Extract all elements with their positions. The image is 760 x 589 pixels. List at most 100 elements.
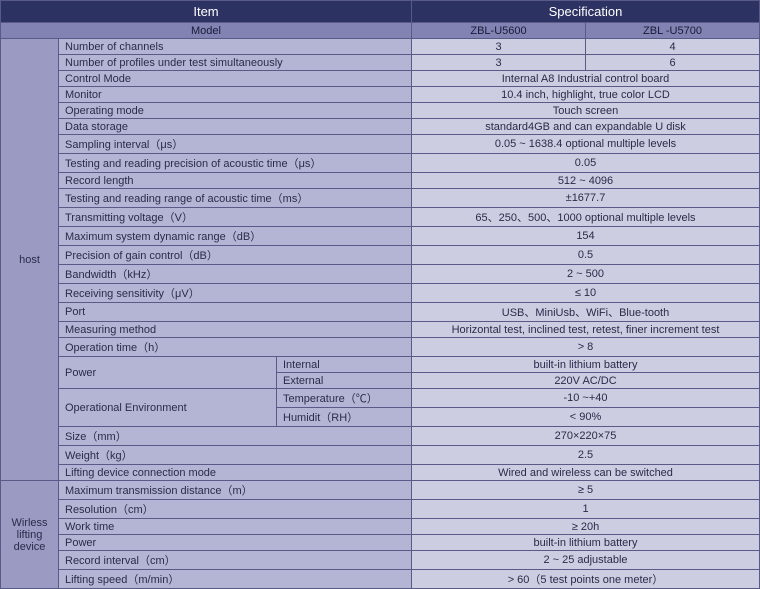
header-spec: Specification — [412, 1, 760, 23]
row-val: > 8 — [412, 338, 760, 357]
row-label: Size（mm） — [59, 427, 412, 446]
row-label: Record length — [59, 173, 412, 189]
row-sublabel: Humidit（RH） — [277, 408, 412, 427]
row-val: ±1677.7 — [412, 189, 760, 208]
row-label: Number of profiles under test simultaneo… — [59, 55, 412, 71]
cat-wirless: Wirless lifting device — [1, 481, 59, 589]
subheader-model2: ZBL -U5700 — [586, 23, 760, 39]
table-row: Operating mode Touch screen — [1, 103, 760, 119]
row-label: Power — [59, 357, 277, 389]
subheader-model: Model — [1, 23, 412, 39]
table-row: Weight（kg） 2.5 — [1, 446, 760, 465]
table-row: Operational Environment Temperature（℃） -… — [1, 389, 760, 408]
table-row: Size（mm） 270×220×75 — [1, 427, 760, 446]
table-row: Lifting speed（m/min） > 60（5 test points … — [1, 570, 760, 589]
row-label: Maximum transmission distance（m） — [59, 481, 412, 500]
table-row: Lifting device connection mode Wired and… — [1, 465, 760, 481]
row-val: ≤ 10 — [412, 284, 760, 303]
row-label: Lifting speed（m/min） — [59, 570, 412, 589]
table-row: Receiving sensitivity（μV） ≤ 10 — [1, 284, 760, 303]
row-label: Precision of gain control（dB） — [59, 246, 412, 265]
table-row: Testing and reading precision of acousti… — [1, 154, 760, 173]
row-val: -10 ~+40 — [412, 389, 760, 408]
row-val: > 60（5 test points one meter） — [412, 570, 760, 589]
table-row: Power Internal built-in lithium battery — [1, 357, 760, 373]
row-label: Transmitting voltage（V） — [59, 208, 412, 227]
row-val: ≥ 5 — [412, 481, 760, 500]
row-val: 65、250、500、1000 optional multiple levels — [412, 208, 760, 227]
row-label: Resolution（cm） — [59, 500, 412, 519]
subheader-model1: ZBL-U5600 — [412, 23, 586, 39]
table-row: Bandwidth（kHz） 2 ~ 500 — [1, 265, 760, 284]
table-row: Control Mode Internal A8 Industrial cont… — [1, 71, 760, 87]
row-val: Horizontal test, inclined test, retest, … — [412, 322, 760, 338]
row-val: 154 — [412, 227, 760, 246]
row-label: Power — [59, 535, 412, 551]
row-val: 3 — [412, 55, 586, 71]
table-row: Resolution（cm） 1 — [1, 500, 760, 519]
table-row: host Number of channels 3 4 — [1, 39, 760, 55]
table-row: Number of profiles under test simultaneo… — [1, 55, 760, 71]
row-label: Work time — [59, 519, 412, 535]
table-row: Precision of gain control（dB） 0.5 — [1, 246, 760, 265]
row-val: 512 ~ 4096 — [412, 173, 760, 189]
row-label: Receiving sensitivity（μV） — [59, 284, 412, 303]
row-val: standard4GB and can expandable U disk — [412, 119, 760, 135]
row-label: Testing and reading precision of acousti… — [59, 154, 412, 173]
spec-table: Item Specification Model ZBL-U5600 ZBL -… — [0, 0, 760, 589]
table-row: Sampling interval（μs） 0.05 ~ 1638.4 opti… — [1, 135, 760, 154]
table-row: Port USB、MiniUsb、WiFi、Blue-tooth — [1, 303, 760, 322]
row-val: Touch screen — [412, 103, 760, 119]
table-row: Measuring method Horizontal test, inclin… — [1, 322, 760, 338]
table-row: Maximum system dynamic range（dB） 154 — [1, 227, 760, 246]
table-row: Transmitting voltage（V） 65、250、500、1000 … — [1, 208, 760, 227]
table-row: Monitor 10.4 inch, highlight, true color… — [1, 87, 760, 103]
row-label: Operation time（h） — [59, 338, 412, 357]
table-row: Wirless lifting device Maximum transmiss… — [1, 481, 760, 500]
row-val: 2 ~ 500 — [412, 265, 760, 284]
row-val: built-in lithium battery — [412, 535, 760, 551]
table-row: Work time ≥ 20h — [1, 519, 760, 535]
row-val: 220V AC/DC — [412, 373, 760, 389]
row-label: Control Mode — [59, 71, 412, 87]
row-val: 4 — [586, 39, 760, 55]
row-val: 0.5 — [412, 246, 760, 265]
row-label: Sampling interval（μs） — [59, 135, 412, 154]
row-val: 2.5 — [412, 446, 760, 465]
row-label: Number of channels — [59, 39, 412, 55]
row-val: Internal A8 Industrial control board — [412, 71, 760, 87]
row-val: 1 — [412, 500, 760, 519]
table-row: Operation time（h） > 8 — [1, 338, 760, 357]
row-label: Port — [59, 303, 412, 322]
subheader-row: Model ZBL-U5600 ZBL -U5700 — [1, 23, 760, 39]
table-row: Record length 512 ~ 4096 — [1, 173, 760, 189]
row-label: Testing and reading range of acoustic ti… — [59, 189, 412, 208]
table-row: Record interval（cm） 2 ~ 25 adjustable — [1, 551, 760, 570]
row-label: Record interval（cm） — [59, 551, 412, 570]
row-val: 270×220×75 — [412, 427, 760, 446]
row-val: 6 — [586, 55, 760, 71]
row-val: 3 — [412, 39, 586, 55]
row-label: Weight（kg） — [59, 446, 412, 465]
row-val: 2 ~ 25 adjustable — [412, 551, 760, 570]
row-sublabel: Temperature（℃） — [277, 389, 412, 408]
row-val: USB、MiniUsb、WiFi、Blue-tooth — [412, 303, 760, 322]
row-label: Lifting device connection mode — [59, 465, 412, 481]
table-row: Data storage standard4GB and can expanda… — [1, 119, 760, 135]
row-val: 0.05 — [412, 154, 760, 173]
row-label: Bandwidth（kHz） — [59, 265, 412, 284]
header-row: Item Specification — [1, 1, 760, 23]
row-val: < 90% — [412, 408, 760, 427]
row-label: Operating mode — [59, 103, 412, 119]
row-val: Wired and wireless can be switched — [412, 465, 760, 481]
table-row: Power built-in lithium battery — [1, 535, 760, 551]
row-label: Monitor — [59, 87, 412, 103]
row-val: ≥ 20h — [412, 519, 760, 535]
header-item: Item — [1, 1, 412, 23]
row-val: built-in lithium battery — [412, 357, 760, 373]
cat-host: host — [1, 39, 59, 481]
row-label: Measuring method — [59, 322, 412, 338]
row-sublabel: Internal — [277, 357, 412, 373]
row-label: Maximum system dynamic range（dB） — [59, 227, 412, 246]
row-sublabel: External — [277, 373, 412, 389]
